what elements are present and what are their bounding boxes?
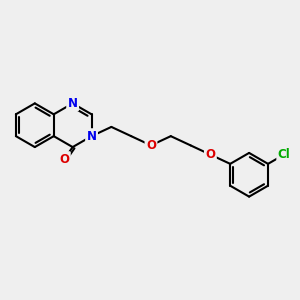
Text: O: O xyxy=(59,153,69,166)
Text: O: O xyxy=(206,148,215,161)
Text: O: O xyxy=(146,139,156,152)
Text: N: N xyxy=(87,130,97,142)
Text: N: N xyxy=(68,97,78,110)
Text: Cl: Cl xyxy=(278,148,290,161)
